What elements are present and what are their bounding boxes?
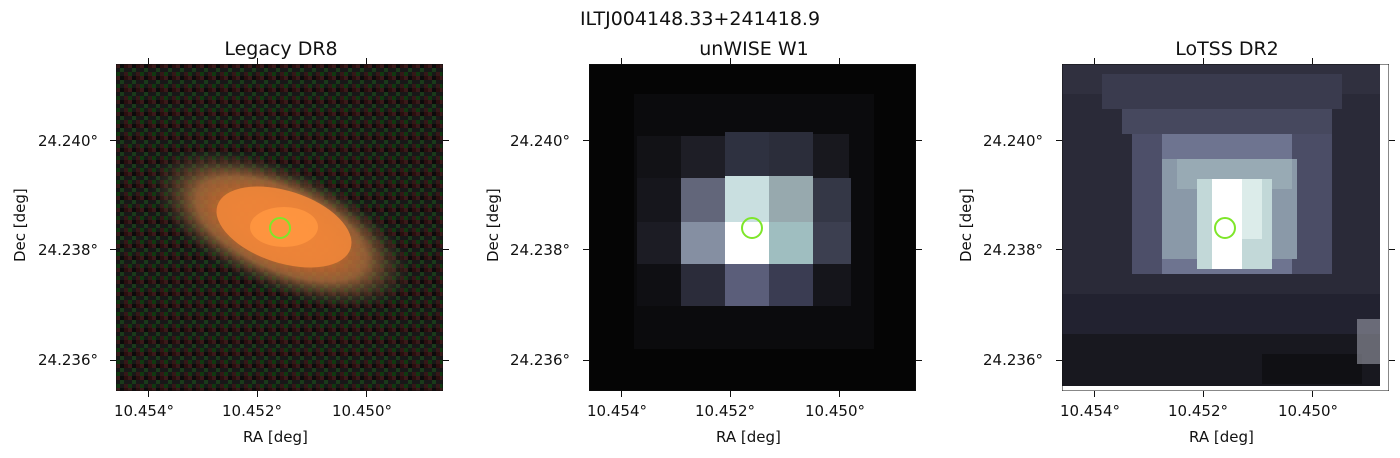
image-unwise [583,58,922,397]
x-axis-label: RA [deg] [716,428,781,446]
x-axis-label: RA [deg] [1189,428,1254,446]
xtick-label: 10.450° [332,402,392,420]
image-legacy [110,58,449,397]
source-marker-unwise [741,217,763,239]
panel-title-lotss: LoTSS DR2 [1175,38,1279,60]
source-marker-legacy [269,217,291,239]
xtick-label: 10.452° [695,402,755,420]
xtick-label: 10.454° [587,402,647,420]
ytick-label: 24.236° [510,351,570,369]
ytick-label: 24.236° [38,351,98,369]
y-axis-label: Dec [deg] [957,188,975,262]
source-marker-lotss [1214,217,1236,239]
xtick-label: 10.450° [1278,402,1338,420]
x-axis-label: RA [deg] [243,428,308,446]
legacy-image-svg [115,63,444,392]
xtick-label: 10.454° [1060,402,1120,420]
unwise-image-svg [588,63,917,392]
image-lotss [1056,58,1395,397]
xtick-label: 10.454° [114,402,174,420]
ytick-label: 24.238° [983,241,1043,259]
ytick-label: 24.238° [38,241,98,259]
ytick-label: 24.236° [983,351,1043,369]
panel-title-unwise: unWISE W1 [699,38,809,60]
xtick-label: 10.450° [805,402,865,420]
ytick-label: 24.240° [38,132,98,150]
panel-title-legacy: Legacy DR8 [224,38,338,60]
figure-suptitle: ILTJ004148.33+241418.9 [579,8,821,30]
lotss-image-svg [1061,63,1390,392]
y-axis-label: Dec [deg] [484,188,502,262]
xtick-label: 10.452° [1168,402,1228,420]
ytick-label: 24.240° [510,132,570,150]
xtick-label: 10.452° [222,402,282,420]
ytick-label: 24.240° [983,132,1043,150]
ytick-label: 24.238° [510,241,570,259]
y-axis-label: Dec [deg] [11,188,29,262]
